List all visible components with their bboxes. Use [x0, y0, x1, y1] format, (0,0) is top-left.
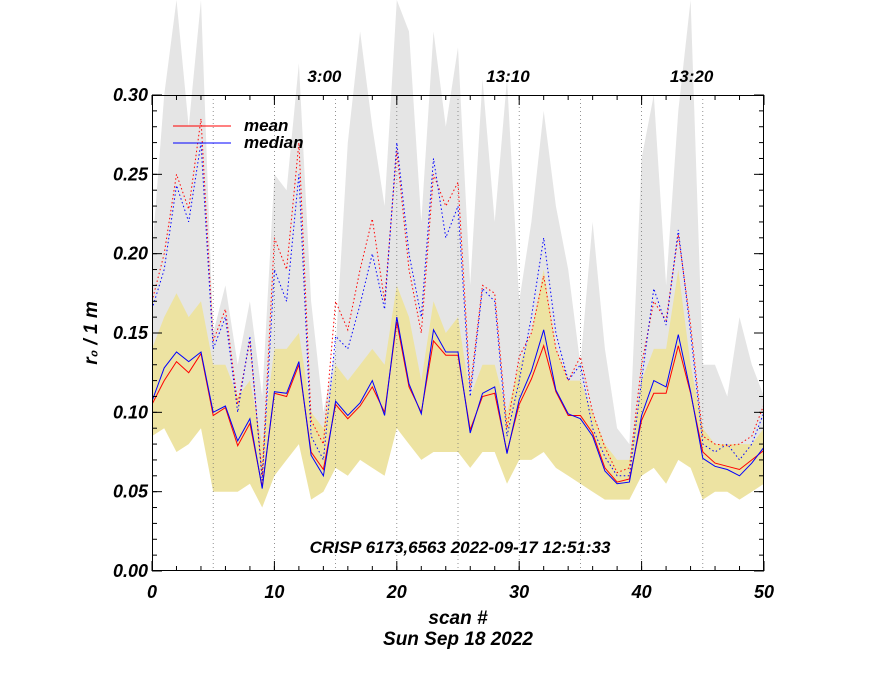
x-tick-labels: 0 10 20 30 40 50 — [147, 582, 774, 602]
y-tick-label: 0.30 — [113, 85, 148, 105]
x-tick-label: 10 — [264, 582, 284, 602]
series-median-max — [152, 142, 764, 481]
y-axis-title-text: r₀ / 1 m — [81, 301, 102, 365]
legend: mean median — [173, 116, 304, 152]
time-label: 13:10 — [486, 67, 530, 86]
legend-mean-label: mean — [244, 116, 288, 135]
x-tick-label: 20 — [386, 582, 407, 602]
band-quartile-band — [152, 269, 764, 508]
y-tick-label: 0.25 — [113, 164, 149, 184]
x-tick-label: 40 — [631, 582, 652, 602]
x-axis-title: scan # — [428, 608, 488, 629]
instrument-annotation: CRISP 6173,6563 2022-09-17 12:51:33 — [310, 538, 611, 557]
date-label: Sun Sep 18 2022 — [383, 629, 533, 650]
y-tick-label: 0.15 — [113, 323, 149, 343]
y-tick-label: 0.20 — [113, 244, 148, 264]
x-tick-label: 0 — [147, 582, 157, 602]
x-tick-label: 30 — [509, 582, 529, 602]
y-axis-title: r₀ / 1 m — [81, 301, 102, 365]
axis-ticks — [151, 94, 765, 572]
y-tick-labels: 0.00 0.05 0.10 0.15 0.20 0.25 0.30 — [113, 85, 149, 581]
time-label: 3:00 — [307, 67, 342, 86]
time-labels: 3:00 13:10 13:20 — [307, 67, 713, 86]
data-lines — [152, 118, 764, 489]
band-max-envelope — [152, 0, 764, 476]
y-tick-label: 0.05 — [113, 482, 149, 502]
series-median — [152, 317, 764, 489]
envelope-bands — [152, 0, 764, 508]
legend-median-label: median — [244, 133, 304, 152]
x-tick-label: 50 — [754, 582, 774, 602]
time-marker-lines — [212, 95, 704, 571]
y-tick-label: 0.00 — [113, 561, 148, 581]
time-label: 13:20 — [670, 67, 714, 86]
y-tick-label: 0.10 — [113, 402, 148, 422]
